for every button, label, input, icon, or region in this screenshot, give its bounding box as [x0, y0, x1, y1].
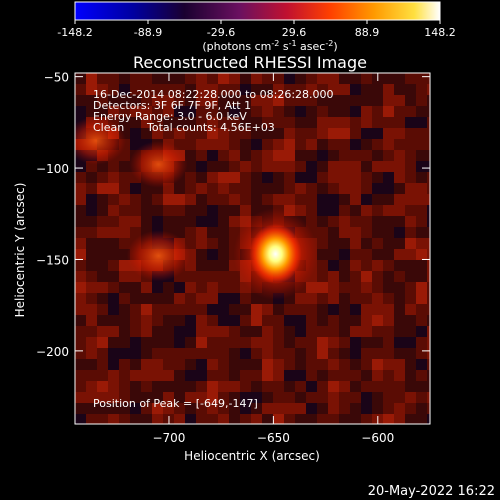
colorbar-tick-label: -148.2 [57, 26, 92, 39]
y-tick-label: −100 [36, 162, 69, 176]
chart-title: Reconstructed RHESSI Image [133, 53, 367, 72]
x-axis-label: Heliocentric X (arcsec) [184, 449, 320, 463]
y-tick-label: −50 [44, 71, 69, 85]
detectors-label: Detectors: 3F 6F 7F 9F, Att 1 [93, 99, 251, 112]
colorbar-tick-label: -29.6 [207, 26, 235, 39]
time-range-label: 16-Dec-2014 08:22:28.000 to 08:26:28.000 [93, 88, 334, 101]
heatmap-image [75, 73, 430, 424]
peak-position-label: Position of Peak = [-649,-147] [93, 397, 258, 410]
y-tick-label: −200 [36, 345, 69, 359]
colorbar-ticks: -148.2 -88.9 -29.6 29.6 88.9 148.2 [57, 20, 456, 39]
algorithm-label: Clean [93, 121, 124, 134]
plot-frame [74, 72, 431, 425]
colorbar-tick-label: 29.6 [282, 26, 307, 39]
y-tick-label: −150 [36, 253, 69, 267]
x-tick-label: −700 [152, 431, 185, 445]
y-axis-label: Heliocentric Y (arcsec) [13, 183, 27, 318]
axis-ticks: −700 −650 −600 −50 −100 −150 −200 [36, 71, 430, 445]
colorbar [74, 1, 441, 21]
secondary-source [129, 141, 188, 188]
peak-source [249, 223, 302, 284]
x-tick-label: −650 [257, 431, 290, 445]
secondary-source [126, 230, 191, 282]
colorbar-tick-label: 88.9 [355, 26, 380, 39]
total-counts-label: Total counts: 4.56E+03 [146, 121, 275, 134]
colorbar-tick-label: -88.9 [134, 26, 162, 39]
energy-range-label: Energy Range: 3.0 - 6.0 keV [93, 110, 247, 123]
secondary-source [75, 116, 126, 165]
x-tick-label: −600 [361, 431, 394, 445]
footer-date: 20-May-2022 16:22 [368, 484, 495, 499]
colorbar-tick-label: 148.2 [424, 26, 456, 39]
colorbar-units: (photons cm-2 s-1 asec-2) [202, 39, 337, 53]
